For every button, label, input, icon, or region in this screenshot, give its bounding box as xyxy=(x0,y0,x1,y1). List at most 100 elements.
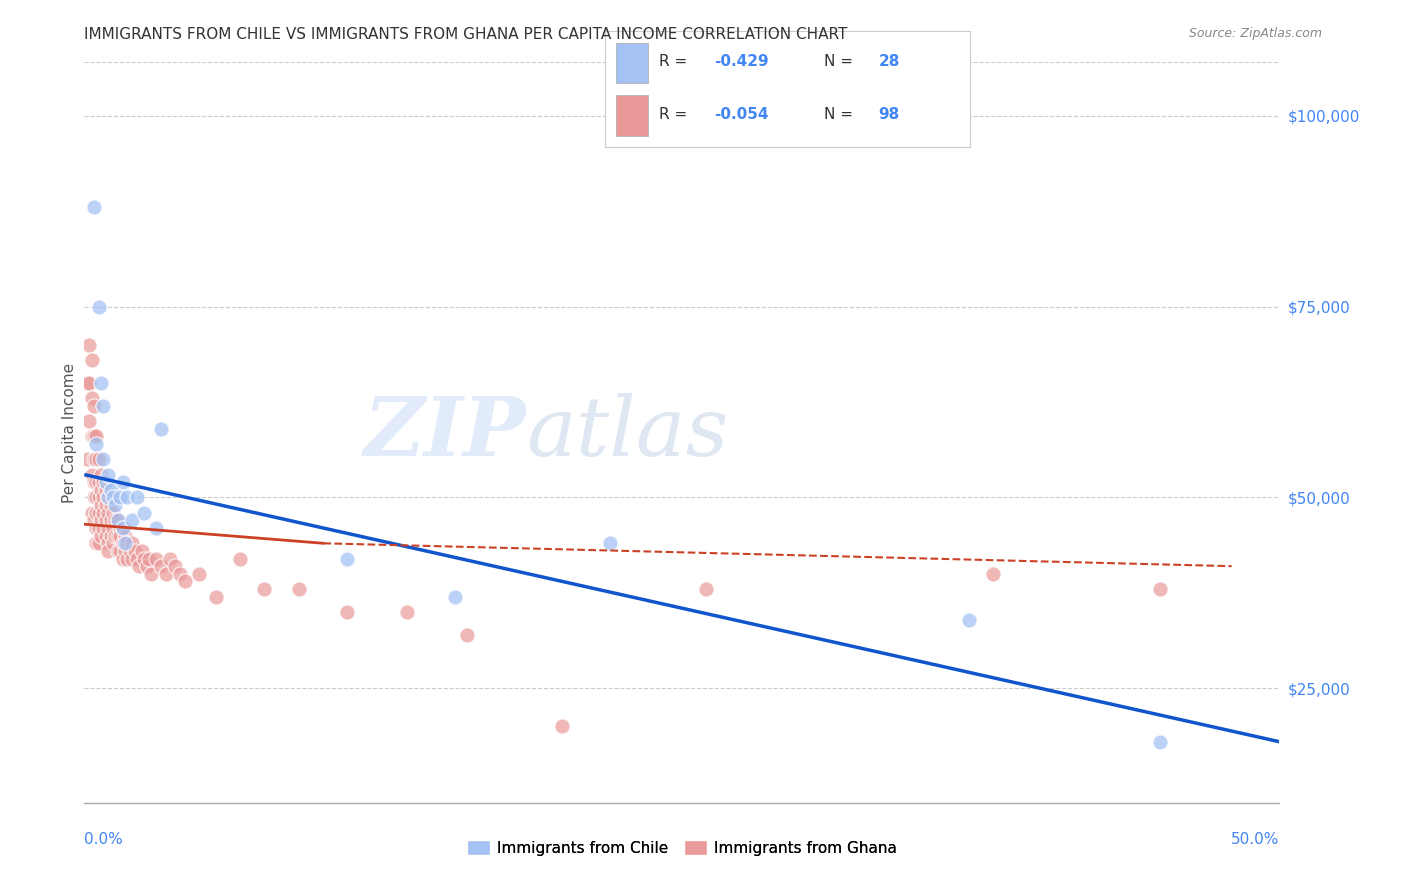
Point xyxy=(1149,735,1171,749)
Point xyxy=(90,513,112,527)
Point xyxy=(107,529,129,543)
Point xyxy=(229,551,252,566)
Point xyxy=(83,513,105,527)
Point xyxy=(97,491,120,505)
Point xyxy=(80,429,103,443)
Point xyxy=(125,551,148,566)
Point xyxy=(145,521,167,535)
Point xyxy=(114,529,136,543)
Point xyxy=(117,536,139,550)
Text: atlas: atlas xyxy=(527,392,728,473)
Point xyxy=(695,582,717,596)
Point xyxy=(94,529,117,543)
Point xyxy=(97,467,120,482)
Text: 28: 28 xyxy=(879,54,900,70)
Point xyxy=(90,467,112,482)
Point xyxy=(104,498,127,512)
Point xyxy=(80,391,103,405)
Point xyxy=(100,498,122,512)
Point xyxy=(114,544,136,558)
Point xyxy=(90,483,112,497)
Text: R =: R = xyxy=(659,107,693,121)
Point xyxy=(101,521,124,535)
Point xyxy=(87,491,110,505)
Point xyxy=(76,376,98,390)
Point xyxy=(145,551,167,566)
Point xyxy=(86,491,108,505)
Point xyxy=(87,506,110,520)
Point xyxy=(135,559,157,574)
Text: -0.054: -0.054 xyxy=(714,107,769,121)
Point xyxy=(93,475,115,490)
Point xyxy=(121,551,143,566)
Point xyxy=(76,452,98,467)
Point xyxy=(97,491,120,505)
Point xyxy=(101,536,124,550)
Point xyxy=(80,467,103,482)
FancyBboxPatch shape xyxy=(616,95,648,136)
Text: 50.0%: 50.0% xyxy=(1232,832,1279,847)
Point xyxy=(77,414,100,428)
Point xyxy=(149,559,172,574)
Point xyxy=(97,521,120,535)
Point xyxy=(93,491,115,505)
Point xyxy=(169,566,191,581)
Point xyxy=(87,300,110,314)
Point xyxy=(100,483,122,497)
Point xyxy=(104,529,127,543)
Text: -0.429: -0.429 xyxy=(714,54,769,70)
Point xyxy=(86,437,108,451)
Point xyxy=(107,544,129,558)
Y-axis label: Per Capita Income: Per Capita Income xyxy=(62,362,77,503)
Point xyxy=(83,429,105,443)
Point xyxy=(141,566,163,581)
Point xyxy=(981,566,1004,581)
Point xyxy=(121,513,143,527)
Point xyxy=(83,475,105,490)
Point xyxy=(93,506,115,520)
Text: 0.0%: 0.0% xyxy=(84,832,124,847)
Point xyxy=(121,536,143,550)
Point xyxy=(149,422,172,436)
Text: Source: ZipAtlas.com: Source: ZipAtlas.com xyxy=(1188,27,1322,40)
Point xyxy=(1149,582,1171,596)
Point xyxy=(93,452,115,467)
Point xyxy=(124,544,146,558)
Point xyxy=(101,491,124,505)
Point xyxy=(94,483,117,497)
Point xyxy=(97,506,120,520)
Point xyxy=(90,498,112,512)
Point xyxy=(132,506,156,520)
Point xyxy=(83,452,105,467)
Point xyxy=(83,399,105,413)
Point xyxy=(173,574,195,589)
Point xyxy=(87,536,110,550)
Point xyxy=(551,719,574,733)
Point xyxy=(336,551,359,566)
Point xyxy=(111,475,134,490)
Point xyxy=(83,201,105,215)
Point xyxy=(117,491,139,505)
Text: 98: 98 xyxy=(879,107,900,121)
Text: R =: R = xyxy=(659,54,693,70)
Point xyxy=(138,551,160,566)
Point xyxy=(456,628,478,642)
Point xyxy=(94,513,117,527)
Point xyxy=(77,338,100,352)
Point xyxy=(77,376,100,390)
Point xyxy=(188,566,211,581)
Point xyxy=(93,521,115,535)
Point xyxy=(114,536,136,550)
Point xyxy=(87,475,110,490)
Point xyxy=(128,559,150,574)
Point xyxy=(131,544,153,558)
Legend: Immigrants from Chile, Immigrants from Ghana: Immigrants from Chile, Immigrants from G… xyxy=(461,834,903,862)
Point xyxy=(107,513,129,527)
Point xyxy=(86,506,108,520)
Point xyxy=(118,544,141,558)
Point xyxy=(86,536,108,550)
Point xyxy=(86,429,108,443)
Point xyxy=(97,536,120,550)
Point xyxy=(87,521,110,535)
Text: ZIP: ZIP xyxy=(364,392,527,473)
